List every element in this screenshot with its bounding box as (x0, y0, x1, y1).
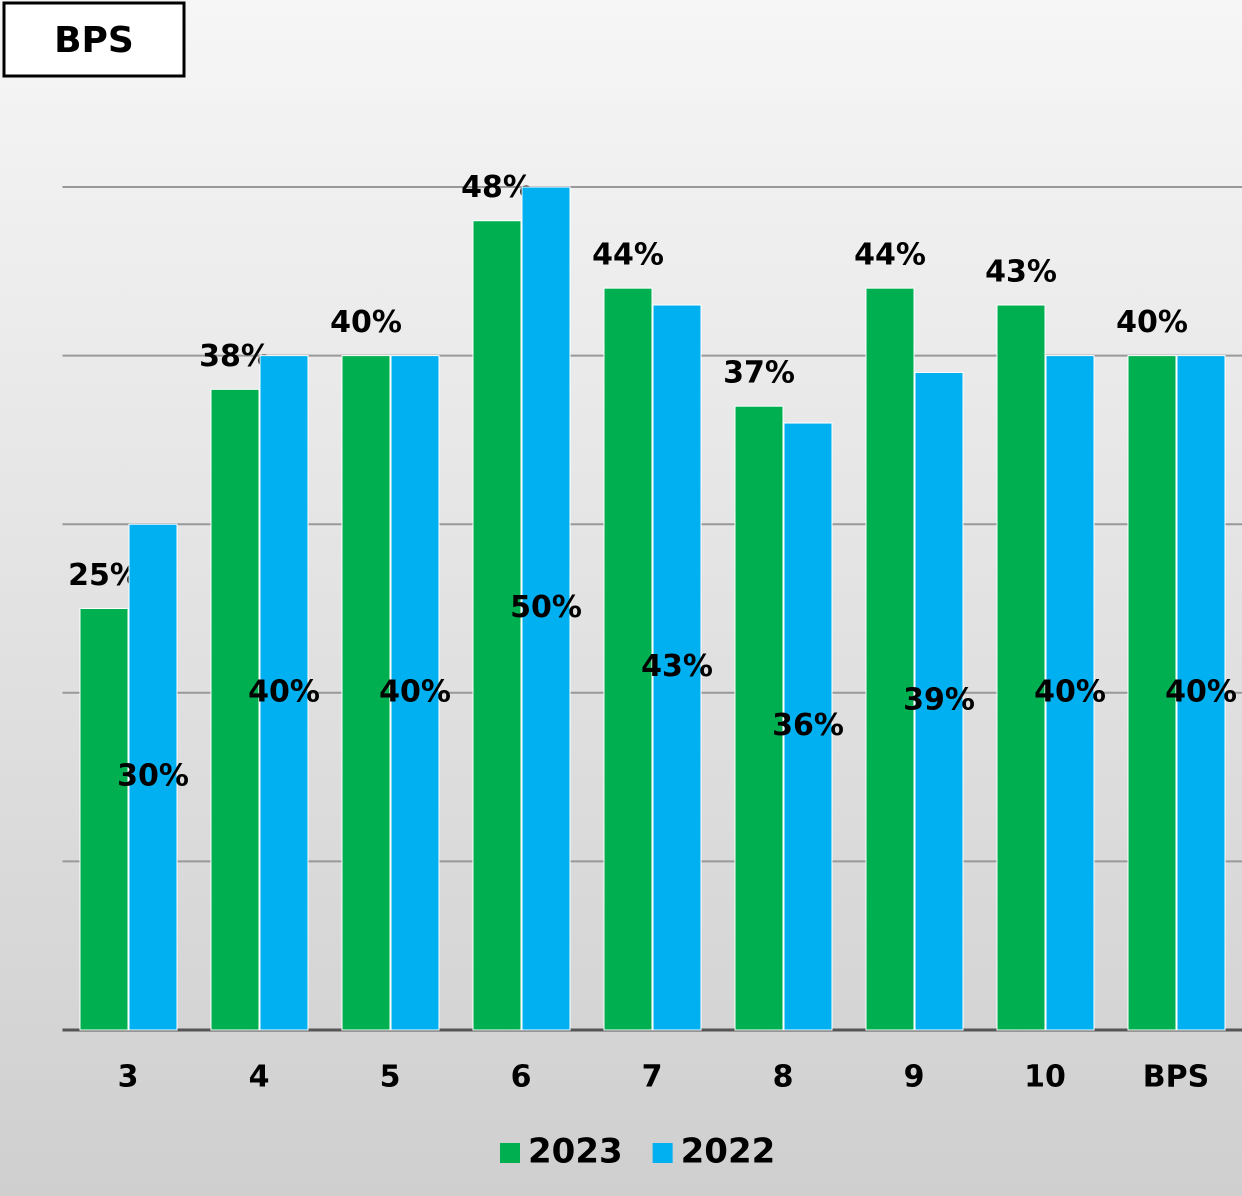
title-box (2, 1, 186, 78)
data-label: 43% (641, 649, 713, 684)
data-label: 40% (330, 305, 402, 340)
bar (521, 186, 571, 1031)
data-label: 37% (723, 356, 795, 391)
data-label: 40% (1165, 674, 1237, 709)
bar (652, 304, 702, 1031)
bar (1176, 355, 1226, 1031)
x-tick-label: BPS (1143, 1060, 1209, 1095)
x-tick-label: 9 (904, 1060, 925, 1095)
data-label: 25% (68, 558, 140, 593)
x-tick-label: 7 (642, 1060, 663, 1095)
data-label: 43% (985, 255, 1057, 290)
data-label: 30% (117, 759, 189, 794)
data-label: 40% (248, 674, 320, 709)
data-label: 36% (772, 708, 844, 743)
x-tick-label: 8 (773, 1060, 794, 1095)
bar (472, 220, 522, 1031)
data-label: 44% (592, 238, 664, 273)
x-tick-label: 3 (118, 1060, 139, 1095)
bar (865, 287, 915, 1031)
legend-swatch (652, 1143, 673, 1163)
legend-swatch (500, 1143, 520, 1163)
bar (259, 355, 309, 1031)
bar (603, 287, 653, 1031)
data-label: 48% (461, 170, 533, 205)
bar (341, 355, 391, 1031)
data-label: 39% (903, 683, 975, 718)
x-tick-label: 6 (511, 1060, 532, 1095)
bar (210, 388, 260, 1031)
bar (1045, 355, 1095, 1031)
bar (79, 608, 129, 1031)
data-label: 38% (199, 339, 271, 374)
bar (734, 405, 784, 1031)
bar (783, 422, 833, 1031)
data-label: 40% (1116, 305, 1188, 340)
bar (128, 523, 178, 1031)
x-tick-label: 4 (249, 1060, 270, 1095)
bar (914, 371, 964, 1031)
bar (1127, 355, 1177, 1031)
bar (390, 355, 440, 1031)
x-tick-label: 10 (1024, 1060, 1066, 1095)
legend-label: 2023 (528, 1132, 623, 1172)
data-label: 40% (1034, 674, 1106, 709)
data-label: 50% (510, 590, 582, 625)
chart-title: BPS (54, 20, 134, 61)
legend-label: 2022 (681, 1132, 776, 1172)
data-label: 44% (854, 238, 926, 273)
x-tick-label: 5 (380, 1060, 401, 1095)
bar (996, 304, 1046, 1031)
data-label: 40% (379, 674, 451, 709)
